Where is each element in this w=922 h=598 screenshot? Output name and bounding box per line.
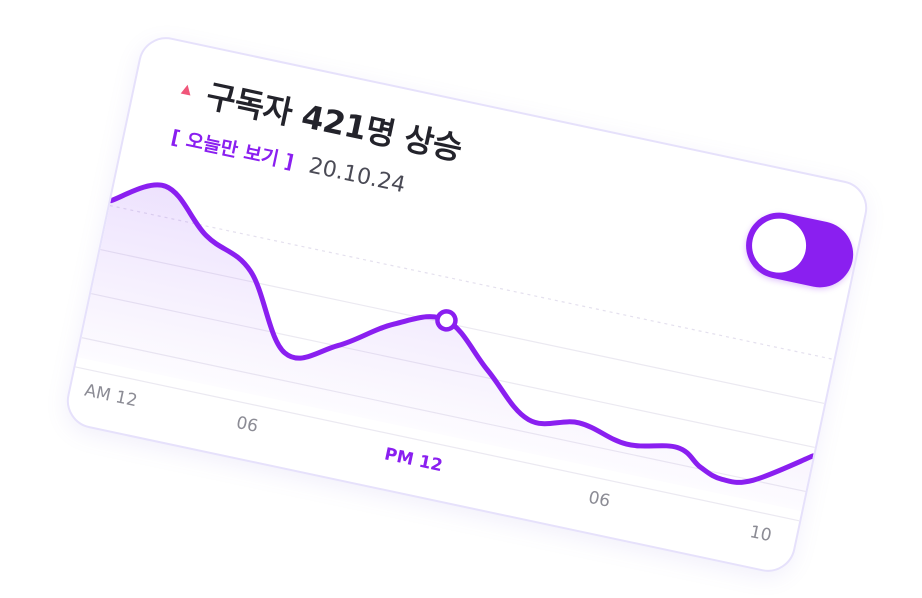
trend-line (108, 182, 816, 485)
x-tick-label: PM 12 (383, 444, 445, 476)
trend-area-fill (77, 184, 814, 512)
grid-line (75, 366, 800, 522)
x-tick-label: 06 (587, 488, 612, 512)
triangle-up-icon: ▲ (180, 80, 194, 98)
subscriber-trend-card: AM 12 06 PM 12 06 10 ▲ 구독자 421명 상승 [ 오늘만 보기 … (61, 32, 873, 577)
highlight-point-marker[interactable] (435, 309, 458, 332)
grid-line (109, 204, 834, 361)
x-tick-label: 10 (748, 522, 773, 546)
x-tick-label: 06 (234, 413, 259, 437)
x-tick-label: AM 12 (83, 381, 139, 412)
toggle-knob (747, 213, 812, 278)
trend-chart: AM 12 06 PM 12 06 10 (75, 182, 834, 546)
